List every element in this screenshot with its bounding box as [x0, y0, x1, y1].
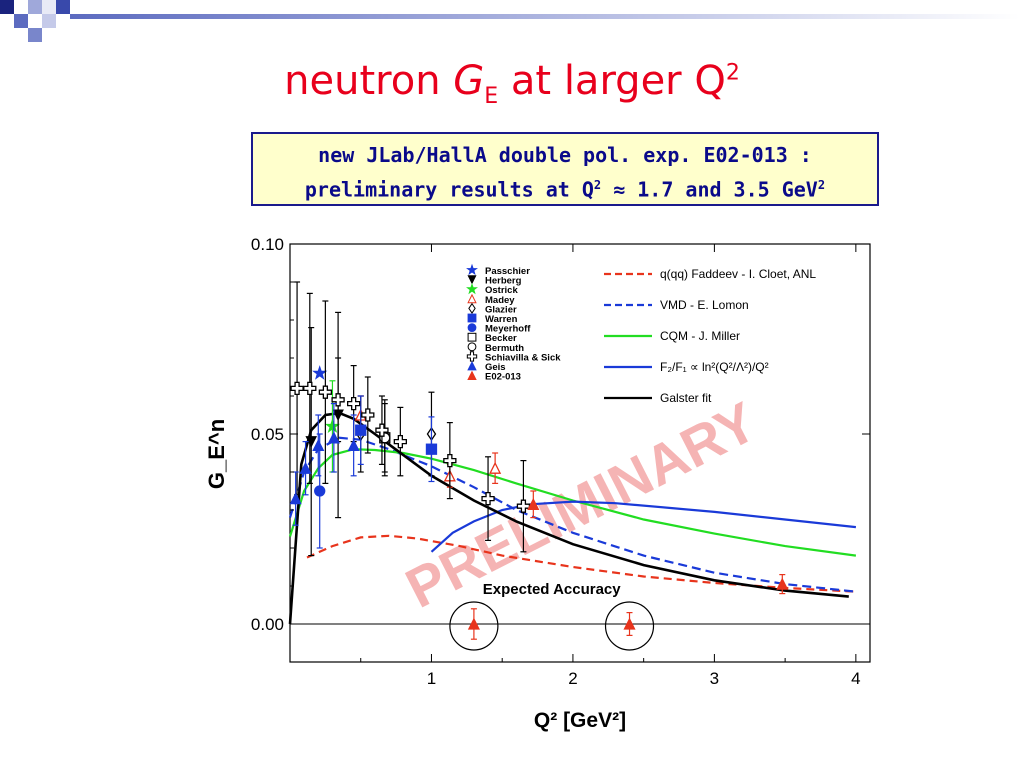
legend-data-label: Ostrick: [485, 285, 518, 296]
legend-data-label: Schiavilla & Sick: [485, 352, 561, 363]
data-point: [468, 302, 476, 314]
y-axis-label: G_E^n: [204, 419, 229, 489]
expected-accuracy-circle: [604, 601, 655, 651]
gen-chart: PRELIMINARY Expected Accuracy PasschierH…: [204, 235, 871, 732]
note-line-2: preliminary results at Q2 ≈ 1.7 and 3.5 …: [304, 177, 826, 202]
data-point: [467, 370, 477, 381]
data-point: [425, 443, 438, 455]
x-tick-label: 2: [568, 669, 577, 688]
data-point: [467, 275, 477, 285]
curve-line: [306, 534, 856, 593]
legend-marker: [468, 302, 476, 314]
data-point: [776, 577, 789, 590]
data-point: [327, 431, 340, 444]
note-line-1: new JLab/HallA double pol. exp. E02-013 …: [318, 143, 812, 167]
legend-curve-label: VMD - E. Lomon: [660, 298, 749, 312]
legend-data-label: Madey: [485, 295, 515, 306]
data-point: [355, 424, 367, 436]
data-point: [299, 461, 312, 474]
legend-marker: [467, 293, 477, 304]
data-point: [347, 396, 361, 411]
legend-marker: [467, 342, 477, 352]
slide-title: neutron GE at larger Q2: [284, 58, 740, 109]
x-tick-label: 1: [427, 669, 436, 688]
data-point: [318, 385, 333, 399]
data-point: [466, 351, 478, 362]
data-point: [443, 453, 457, 468]
legend-data-label: E02-013: [485, 372, 521, 383]
data-point: [467, 360, 477, 371]
data-point: [324, 418, 341, 433]
expected-accuracy-label: Expected Accuracy: [483, 581, 622, 598]
data-point: [303, 381, 317, 396]
data-point: [466, 263, 478, 276]
corner-decoration: [0, 0, 1024, 50]
legend-data-label: Bermuth: [485, 343, 524, 354]
experiment-note-box: new JLab/HallA double pol. exp. E02-013 …: [251, 132, 879, 206]
data-point: [481, 491, 495, 506]
legend-marker: [466, 351, 478, 362]
data-point: [467, 617, 480, 630]
legend-marker: [466, 282, 478, 295]
legend-marker: [467, 360, 477, 371]
legend-marker: [467, 323, 477, 333]
data-point: [527, 497, 540, 510]
x-tick-label: 3: [710, 669, 719, 688]
legend-curve-label: q(qq) Faddeev - I. Cloet, ANL: [660, 267, 816, 281]
data-point: [312, 365, 328, 380]
legend-marker: [466, 263, 478, 276]
legend-data-label: Meyerhoff: [485, 324, 531, 335]
data-point: [375, 423, 389, 437]
data-point: [466, 282, 478, 295]
legend-data-label: Passchier: [485, 266, 530, 277]
legend-marker: [467, 313, 477, 323]
y-tick-label: 0.05: [251, 425, 284, 444]
x-axis-label: Q² [GeV²]: [534, 709, 626, 732]
legend-curve-label: F₂/F₁ ∝ ln²(Q²/Λ²)/Q²: [660, 360, 769, 374]
data-point: [290, 381, 304, 396]
data-point: [314, 485, 326, 497]
legend-data-label: Herberg: [485, 276, 522, 287]
expected-accuracy-circle: [449, 601, 499, 651]
legend-data-label: Warren: [485, 314, 518, 325]
x-tick-label: 4: [851, 669, 860, 688]
data-point: [467, 293, 477, 304]
legend-data-label: Glazier: [485, 304, 517, 315]
data-point: [623, 617, 636, 630]
y-tick-label: 0.00: [251, 615, 284, 634]
data-point: [467, 313, 477, 323]
legend-data-label: Geis: [485, 362, 506, 373]
data-point: [347, 438, 360, 452]
legend-curve-label: CQM - J. Miller: [660, 329, 740, 343]
data-point: [467, 323, 477, 333]
y-tick-label: 0.10: [251, 235, 284, 254]
legend-marker: [467, 275, 477, 285]
data-point: [467, 342, 477, 352]
legend-marker: [467, 332, 477, 342]
data-point: [289, 492, 302, 505]
curve-line: [430, 500, 857, 553]
data-point: [305, 436, 318, 448]
data-point: [467, 332, 477, 342]
data-point: [331, 393, 345, 407]
data-point: [312, 438, 325, 452]
legend-curve-label: Galster fit: [660, 391, 712, 405]
data-point: [361, 408, 375, 422]
plot-frame: [289, 243, 871, 663]
data-point: [516, 499, 531, 513]
legend-data-label: Becker: [485, 333, 517, 344]
data-point: [489, 461, 502, 474]
legend-marker: [467, 370, 477, 381]
data-point: [393, 434, 407, 449]
